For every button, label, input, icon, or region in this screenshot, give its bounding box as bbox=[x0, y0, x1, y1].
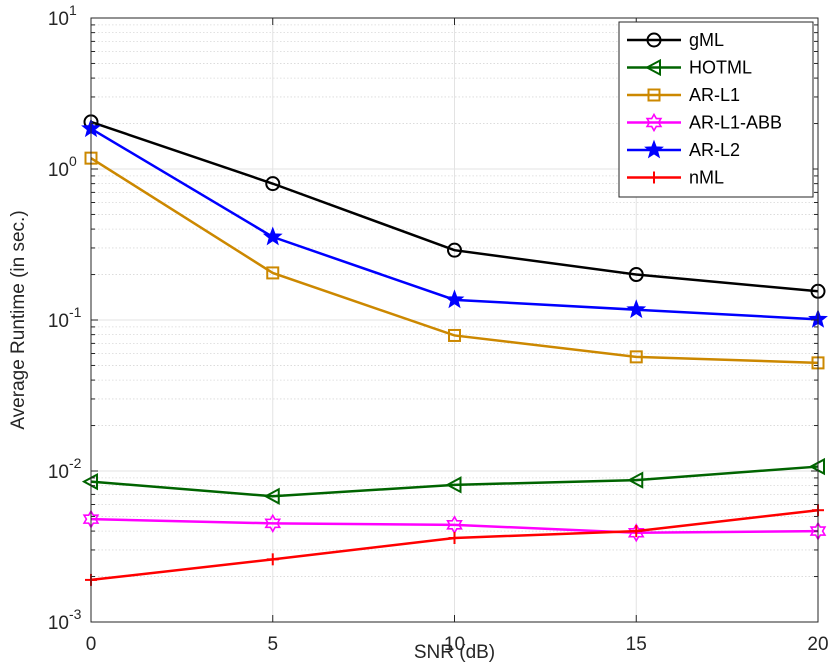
legend-marker-nml bbox=[648, 171, 660, 184]
x-axis-label: SNR (dB) bbox=[414, 642, 495, 663]
data-point-nml bbox=[630, 525, 643, 538]
series-line-hotml bbox=[90, 465, 819, 498]
x-tick-label: 20 bbox=[807, 634, 828, 655]
series-line-ar-l1 bbox=[90, 157, 819, 365]
legend-item-gml: gML bbox=[627, 30, 724, 50]
x-tick-label: 10 bbox=[444, 634, 465, 655]
data-point-ar-l1-abb bbox=[264, 513, 282, 533]
data-point-hotml bbox=[445, 476, 462, 494]
y-tick-label: 10 bbox=[48, 613, 69, 634]
data-point-gml bbox=[447, 242, 462, 258]
legend-label: AR-L1-ABB bbox=[689, 113, 782, 133]
data-point-ar-l1 bbox=[629, 350, 643, 364]
data-point-ar-l2 bbox=[444, 289, 465, 309]
y-tick-label: 10 bbox=[48, 160, 69, 181]
y-tick-exponent: -2 bbox=[69, 455, 82, 471]
legend-marker-gml bbox=[646, 32, 662, 48]
data-point-ar-l1-abb bbox=[627, 523, 645, 543]
data-point-nml bbox=[266, 553, 279, 566]
legend: gML HOTML AR-L1 AR-L1-ABB AR-L2 nML bbox=[618, 21, 814, 198]
data-point-gml bbox=[628, 267, 644, 283]
y-axis-label: Average Runtime (in sec.) bbox=[8, 210, 29, 429]
x-tick-label: 5 bbox=[267, 634, 278, 655]
legend-item-ar-l2: AR-L2 bbox=[627, 139, 740, 160]
data-point-hotml bbox=[263, 487, 280, 505]
data-point-ar-l2 bbox=[626, 299, 647, 319]
legend-label: gML bbox=[689, 30, 724, 50]
legend-item-ar-l1-abb: AR-L1-ABB bbox=[627, 113, 782, 133]
data-point-ar-l1 bbox=[266, 266, 280, 280]
series-line-gml bbox=[90, 120, 819, 293]
data-point-gml bbox=[265, 176, 281, 192]
legend-marker-ar-l1-abb bbox=[645, 112, 663, 133]
legend-marker-hotml bbox=[644, 58, 661, 77]
y-tick-base: 10 bbox=[48, 160, 69, 181]
legend-label: AR-L2 bbox=[689, 140, 740, 160]
data-point-nml bbox=[448, 531, 461, 544]
y-tick-exponent: -3 bbox=[69, 606, 82, 622]
y-tick-label: 10 bbox=[48, 462, 69, 483]
series-line-ar-l1-abb bbox=[90, 517, 819, 535]
y-tick-base: 10 bbox=[48, 613, 69, 634]
legend-box bbox=[618, 21, 814, 198]
data-point-hotml bbox=[627, 471, 644, 489]
y-tick-label: 10 bbox=[48, 311, 69, 332]
legend-label: AR-L1 bbox=[689, 85, 740, 105]
legend-item-nml: nML bbox=[627, 168, 724, 188]
data-point-ar-l2 bbox=[262, 226, 283, 246]
y-tick-base: 10 bbox=[48, 462, 69, 483]
legend-marker-ar-l1 bbox=[647, 88, 661, 102]
y-tick-base: 10 bbox=[48, 311, 69, 332]
x-tick-label: 15 bbox=[626, 634, 647, 655]
legend-label: HOTML bbox=[689, 58, 752, 78]
y-tick-exponent: 0 bbox=[69, 153, 77, 169]
x-tick-label: 0 bbox=[86, 634, 97, 655]
legend-label: nML bbox=[689, 168, 724, 188]
legend-marker-ar-l2 bbox=[644, 139, 664, 159]
y-tick-exponent: -1 bbox=[69, 304, 82, 320]
y-tick-base: 10 bbox=[48, 9, 69, 30]
legend-item-hotml: HOTML bbox=[627, 58, 752, 78]
data-point-ar-l1 bbox=[448, 328, 461, 342]
y-tick-exponent: 1 bbox=[69, 2, 77, 18]
legend-item-ar-l1: AR-L1 bbox=[627, 85, 740, 105]
series-layer bbox=[81, 114, 828, 586]
y-tick-label: 10 bbox=[48, 9, 69, 30]
